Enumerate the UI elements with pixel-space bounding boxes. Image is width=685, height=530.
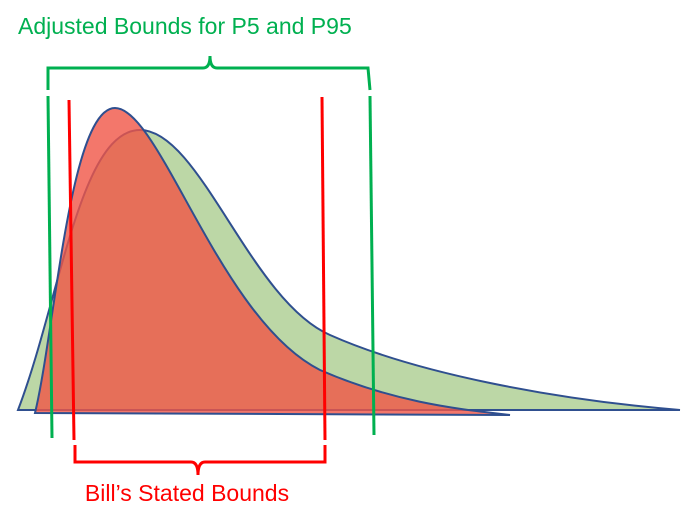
adjusted-bounds-label: Adjusted Bounds for P5 and P95 [18, 13, 352, 39]
stated-bounds-lines [67, 96, 327, 476]
adjusted-bounds-lines [46, 55, 376, 439]
stated-distribution [33, 106, 511, 416]
stated-bounds-label: Bill’s Stated Bounds [85, 480, 289, 506]
